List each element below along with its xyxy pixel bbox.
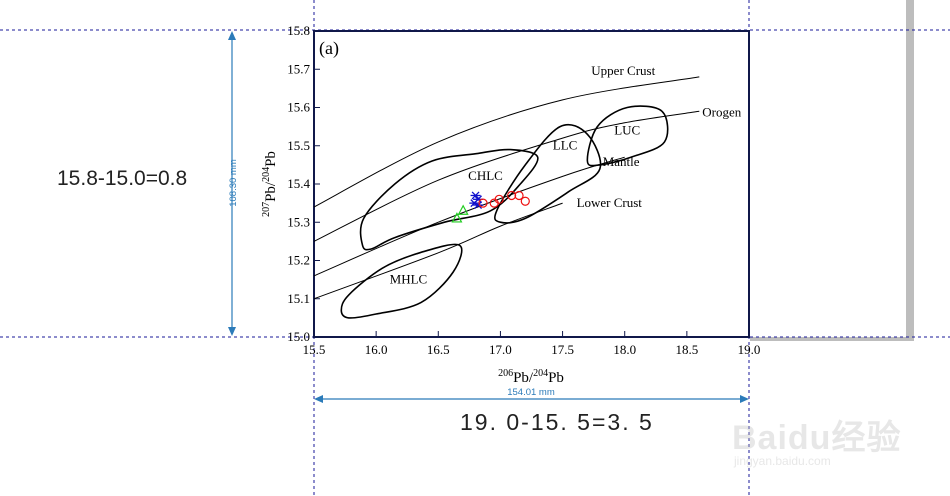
y-axis-ticks: 15.0 15.1 15.2 15.3 15.4 15.5 15.6 15.7 15.8: [287, 23, 320, 344]
width-arrow-left: [314, 395, 323, 403]
circle-point: [478, 198, 488, 208]
circle-point: [514, 190, 524, 201]
star-point: [470, 191, 481, 200]
triangle-point: [457, 204, 469, 215]
curve-orogen: [313, 110, 700, 242]
curve-lower-crust: [313, 202, 563, 300]
watermark-url: jingyan.baidu.com: [734, 454, 831, 468]
reservoir-fields: CHLC LLC LUC MHLC: [340, 105, 669, 319]
circle-point: [494, 194, 504, 204]
x-axis-title: 206Pb/204Pb: [498, 368, 564, 386]
width-arrow-right: [740, 395, 749, 403]
triangle-point: [451, 212, 463, 223]
field-label-llc: LLC: [553, 138, 578, 153]
x-tick-label: 18.0: [613, 342, 636, 357]
curve-label-orogen: Orogen: [702, 104, 741, 119]
y-axis-title: 207Pb/204Pb: [261, 151, 279, 217]
x-tick-label: 17.0: [489, 342, 512, 357]
x-tick-label: 19.0: [738, 342, 761, 357]
width-calculation: 19. 0-15. 5=3. 5: [460, 409, 654, 435]
y-tick-label: 15.7: [287, 61, 310, 76]
page-shadow-bottom: [750, 337, 914, 341]
field-mhlc: [340, 243, 463, 319]
x-tick-label: 16.5: [427, 342, 450, 357]
page-shadow: [906, 0, 914, 340]
x-tick-label: 17.5: [551, 342, 574, 357]
watermark: Baidu经验 jingyan.baidu.com: [732, 410, 932, 490]
circle-point: [520, 196, 530, 206]
y-tick-label: 15.1: [287, 291, 310, 306]
x-tick-label: 16.0: [365, 342, 388, 357]
field-luc: [586, 105, 669, 167]
data-points: [451, 190, 530, 223]
y-tick-label: 15.6: [287, 100, 310, 115]
curve-label-upper-crust: Upper Crust: [591, 63, 655, 78]
height-dimension: 108.30 mm: [228, 31, 239, 336]
field-label-luc: LUC: [614, 122, 640, 137]
y-tick-label: 15.2: [287, 253, 310, 268]
plot-frame: [313, 30, 750, 338]
y-tick-label: 15.4: [287, 176, 310, 191]
star-point: [473, 201, 484, 209]
height-calculation: 15.8-15.0=0.8: [57, 167, 188, 190]
width-dimension: 154.01 mm: [314, 387, 749, 403]
watermark-brand: Baidu经验: [732, 419, 902, 457]
field-label-mhlc: MHLC: [390, 271, 428, 286]
curve-label-lower-crust: Lower Crust: [577, 195, 643, 210]
x-tick-label: 15.5: [303, 342, 326, 357]
height-arrow-bottom: [228, 327, 236, 336]
field-chlc: [359, 148, 539, 251]
y-tick-label: 15.8: [287, 23, 310, 38]
width-dimension-label: 154.01 mm: [507, 387, 555, 398]
y-tick-label: 15.3: [287, 214, 310, 229]
x-axis-ticks: 15.5 16.0 16.5 17.0 17.5 18.0 18.5 19.0: [303, 331, 761, 357]
height-arrow-top: [228, 31, 236, 40]
field-llc: [494, 123, 602, 224]
field-label-chlc: CHLC: [468, 168, 503, 183]
y-tick-label: 15.5: [287, 138, 310, 153]
x-tick-label: 18.5: [675, 342, 698, 357]
curve-upper-crust: [313, 76, 700, 208]
height-dimension-label: 108.30 mm: [228, 159, 239, 207]
y-tick-label: 15.0: [287, 329, 310, 344]
panel-label: (a): [319, 38, 339, 59]
